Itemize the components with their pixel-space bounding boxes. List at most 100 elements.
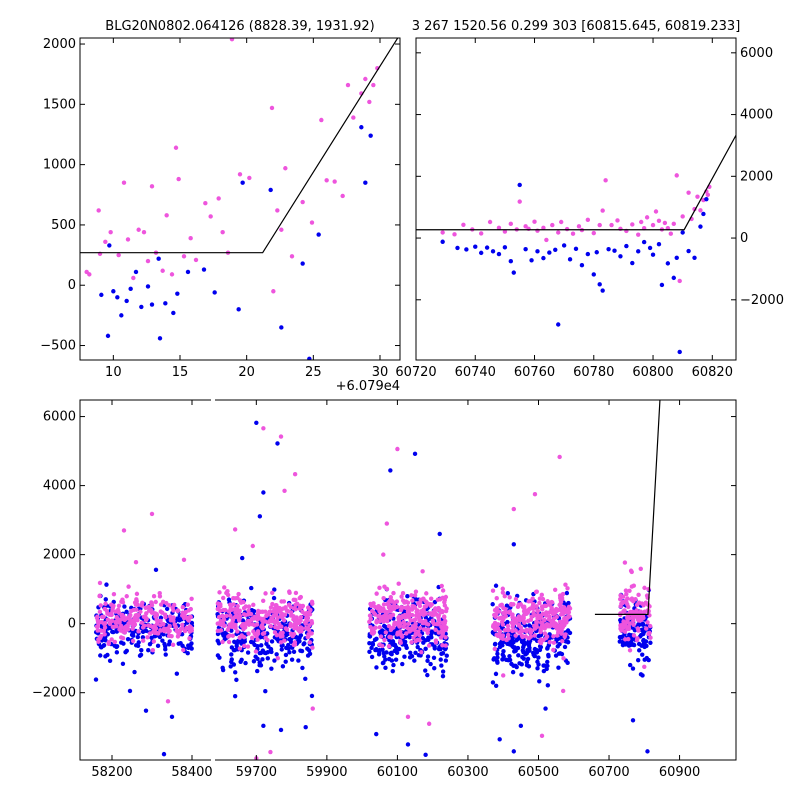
data-point — [560, 638, 565, 644]
data-point — [278, 434, 284, 439]
data-point — [293, 597, 298, 603]
data-point — [526, 647, 532, 652]
data-point — [263, 591, 268, 596]
data-point — [293, 602, 299, 607]
data-point — [151, 594, 157, 599]
data-point — [261, 723, 266, 729]
data-point — [367, 634, 373, 639]
data-point — [591, 230, 596, 236]
data-point — [632, 610, 638, 615]
data-point — [281, 618, 287, 623]
data-point — [377, 585, 382, 591]
data-point — [519, 662, 524, 667]
data-point — [140, 635, 146, 640]
data-point — [240, 555, 245, 561]
data-point — [332, 179, 337, 184]
data-point — [491, 622, 496, 628]
data-point — [544, 666, 549, 672]
data-point — [180, 604, 186, 610]
x-tick-label: 60760 — [514, 365, 555, 380]
data-point — [433, 638, 439, 643]
data-point — [419, 649, 424, 655]
data-point — [184, 625, 189, 631]
data-point — [623, 637, 628, 642]
data-point — [161, 751, 167, 757]
data-point — [399, 633, 404, 638]
data-point — [153, 567, 159, 573]
data-point — [529, 258, 534, 263]
data-point — [705, 192, 711, 198]
data-point — [119, 617, 124, 622]
data-point — [500, 590, 506, 595]
data-point — [246, 604, 252, 609]
data-point — [507, 654, 512, 659]
data-point — [440, 588, 446, 593]
data-point — [164, 213, 169, 218]
data-point — [644, 215, 650, 220]
y-tick-label: 2000 — [43, 548, 76, 563]
data-point — [440, 673, 446, 679]
data-point — [436, 618, 442, 623]
data-point — [188, 235, 193, 241]
data-point — [160, 638, 165, 643]
data-point — [236, 307, 241, 312]
data-point — [252, 642, 257, 648]
data-point — [650, 252, 656, 257]
data-point — [512, 645, 517, 650]
data-point — [368, 624, 373, 630]
data-point — [124, 609, 129, 615]
data-point — [640, 652, 645, 657]
data-point — [340, 193, 345, 199]
data-point — [288, 604, 293, 610]
data-point — [106, 641, 111, 646]
data-point — [309, 693, 315, 699]
data-point — [279, 647, 284, 652]
data-point — [345, 82, 351, 88]
data-point — [404, 645, 409, 651]
data-point — [695, 194, 700, 199]
data-point — [398, 638, 403, 644]
data-point — [644, 626, 649, 631]
data-point — [538, 640, 544, 646]
data-point — [99, 619, 104, 625]
data-point — [496, 251, 502, 257]
data-point — [220, 229, 225, 235]
data-point — [173, 145, 179, 150]
data-point — [561, 243, 567, 248]
data-point — [433, 606, 438, 611]
data-point — [440, 643, 445, 648]
data-point — [564, 590, 570, 596]
data-point — [521, 609, 527, 614]
data-point — [254, 420, 259, 425]
data-point — [291, 623, 297, 629]
data-point — [162, 612, 168, 617]
data-point — [97, 593, 102, 599]
data-point — [567, 630, 573, 636]
data-point — [188, 606, 194, 612]
data-point — [149, 600, 154, 605]
data-point — [500, 633, 506, 638]
data-point — [501, 649, 506, 654]
data-point — [635, 636, 640, 641]
data-point — [243, 660, 248, 666]
data-point — [380, 647, 385, 652]
data-point — [111, 629, 116, 635]
data-point — [240, 180, 245, 185]
data-point — [102, 625, 108, 630]
data-point — [412, 617, 417, 623]
data-point — [425, 672, 430, 678]
data-point — [630, 718, 636, 723]
data-point — [120, 661, 126, 666]
data-point — [500, 652, 505, 657]
data-point — [631, 633, 637, 638]
data-point — [405, 742, 411, 747]
data-point — [646, 657, 651, 663]
data-point — [275, 208, 280, 213]
data-point — [221, 607, 226, 613]
data-point — [618, 635, 623, 640]
data-point — [383, 616, 388, 621]
data-point — [559, 631, 564, 636]
data-point — [231, 662, 237, 667]
data-point — [507, 657, 513, 663]
data-point — [121, 614, 126, 619]
